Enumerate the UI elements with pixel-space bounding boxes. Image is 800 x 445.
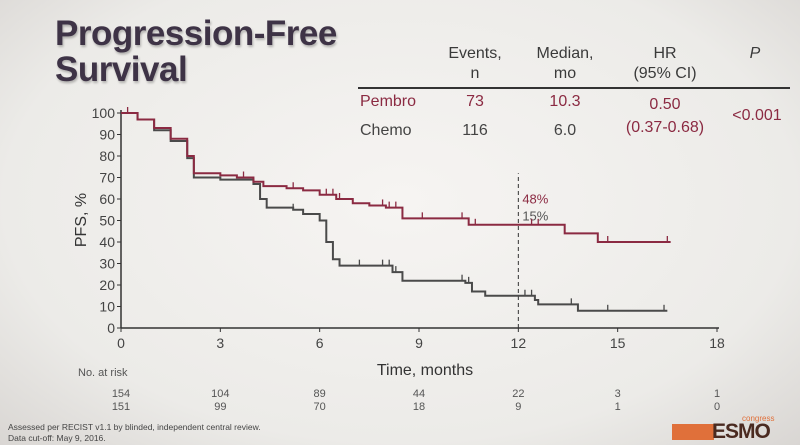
risk-pembro-value: 44: [412, 388, 426, 400]
annotation-chemo-15: 15%: [522, 209, 548, 224]
y-tick-label: 30: [99, 256, 115, 272]
y-tick-label: 10: [99, 299, 115, 315]
table-rule: [358, 87, 790, 89]
y-tick-label: 80: [99, 148, 115, 164]
x-tick-label: 12: [511, 335, 527, 351]
header-hr: HR (95% CI): [633, 45, 697, 82]
y-tick-label: 20: [99, 277, 115, 293]
row-chemo-arm: Chemo: [360, 122, 412, 139]
row-chemo-median: 6.0: [553, 122, 577, 139]
hr-ci: (0.37-0.68): [625, 119, 705, 136]
risk-pembro-value: 154: [111, 388, 131, 400]
y-tick-label: 100: [92, 105, 116, 121]
x-axis-title: Time, months: [377, 362, 473, 379]
risk-pembro-value: 1: [713, 388, 721, 400]
row-pembro-events: 73: [466, 93, 484, 110]
footnote-2: Data cut-off: May 9, 2016.: [8, 433, 106, 443]
y-tick-label: 60: [99, 191, 115, 207]
header-p: P: [749, 45, 761, 62]
title-line-2: Survival: [55, 50, 188, 89]
y-tick-label: 90: [99, 127, 115, 143]
risk-pembro-value: 3: [614, 388, 621, 400]
risk-chemo-value: 151: [111, 401, 131, 413]
risk-chemo-value: 99: [214, 401, 227, 413]
risk-chemo-value: 9: [515, 401, 522, 413]
risk-pembro-value: 22: [512, 388, 525, 400]
row-pembro-median: 10.3: [549, 93, 581, 110]
risk-chemo-value: 0: [713, 401, 721, 413]
y-tick-label: 0: [107, 320, 115, 336]
annotation-pembro-48: 48%: [522, 191, 548, 206]
series-chemo-curve: [121, 112, 668, 312]
p-value: <0.001: [732, 107, 782, 124]
x-tick-label: 3: [216, 335, 224, 351]
x-tick-label: 18: [709, 335, 725, 351]
x-tick-label: 6: [316, 335, 324, 351]
row-pembro-arm: Pembro: [360, 93, 417, 110]
y-tick-label: 40: [99, 234, 115, 250]
footnote-1: Assessed per RECIST v1.1 by blinded, ind…: [8, 422, 261, 432]
header-median: Median, mo: [536, 45, 594, 82]
series-pembro-curve: [121, 112, 671, 243]
x-tick-label: 9: [415, 335, 423, 351]
risk-chemo-value: 1: [614, 401, 621, 413]
x-tick-label: 15: [610, 335, 626, 351]
risk-pembro-value: 89: [313, 388, 326, 400]
x-tick-label: 0: [117, 335, 125, 351]
risk-label: No. at risk: [78, 367, 128, 379]
risk-pembro-value: 104: [211, 388, 230, 400]
risk-chemo-value: 70: [313, 401, 326, 413]
title-line-1: Progression-Free: [55, 14, 337, 53]
y-axis-title: PFS, %: [73, 193, 90, 247]
row-chemo-events: 116: [462, 122, 488, 139]
esmo-logo: ESMO congress: [672, 414, 774, 443]
slide-title: Progression-Free Survival: [55, 16, 337, 88]
y-tick-label: 70: [99, 170, 115, 186]
risk-chemo-value: 18: [412, 401, 426, 413]
hr-value: 0.50: [649, 96, 681, 113]
header-events: Events, n: [448, 45, 502, 82]
y-tick-label: 50: [99, 213, 115, 229]
